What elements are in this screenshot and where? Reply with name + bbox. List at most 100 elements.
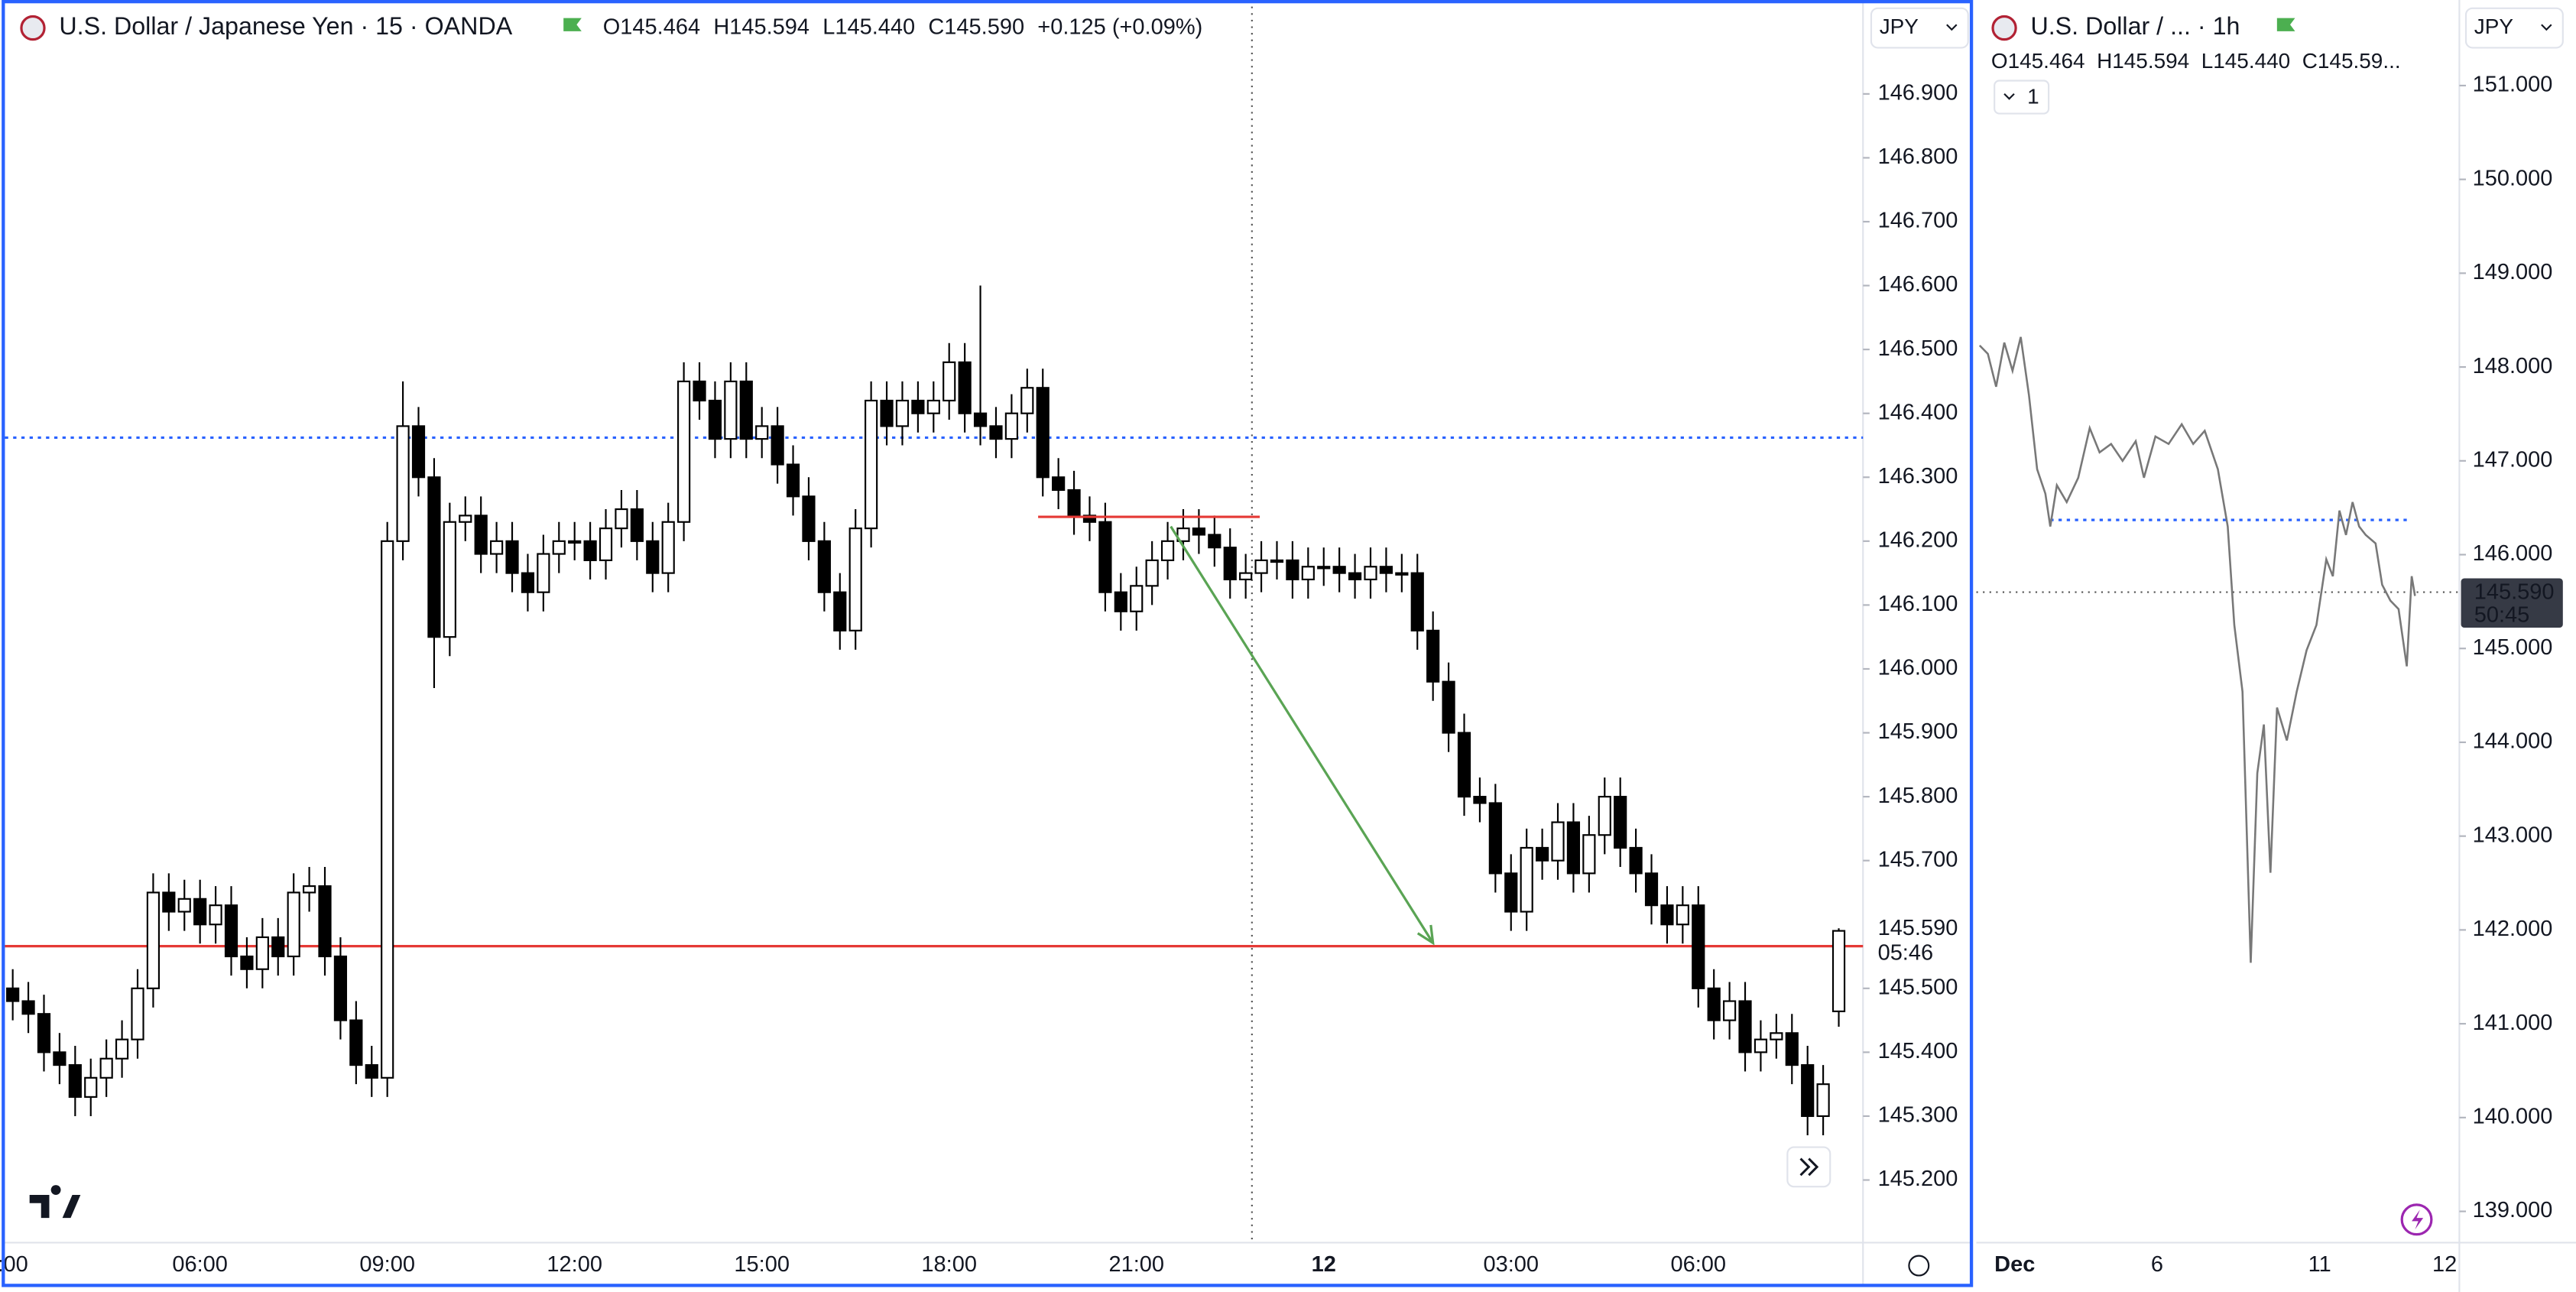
candle-body (333, 955, 348, 1021)
y-tick-label: 145.800 (1878, 784, 1958, 808)
candle-body (381, 540, 394, 1079)
candle-body (1082, 515, 1097, 523)
candle-body (537, 553, 550, 593)
candle-body (1160, 540, 1175, 561)
y-tick-label: 146.400 (1878, 400, 1958, 424)
y-tick-label: 141.000 (2473, 1011, 2553, 1035)
chevron (2541, 24, 2552, 31)
candle-body (833, 591, 847, 631)
candle-body (411, 425, 426, 479)
x-tick-label: 06:00 (1670, 1252, 1726, 1277)
symbol-icon[interactable] (1991, 15, 2017, 41)
lightning-button[interactable] (2400, 1203, 2433, 1236)
legend-change: +0.125 (+0.09%) (1037, 15, 1202, 39)
indicator-count[interactable]: 1 (2027, 84, 2039, 108)
candle-body (1504, 872, 1518, 913)
candle-body (240, 955, 254, 970)
legend-open: O145.464 (603, 15, 700, 39)
candle-body (459, 515, 472, 523)
candle-body (224, 904, 238, 958)
logo-shape (29, 1185, 81, 1219)
x-tick-label: 18:00 (921, 1252, 977, 1277)
candle-body (177, 898, 191, 913)
x-tick-label: 12 (2432, 1252, 2457, 1277)
y-tick-label: 149.000 (2473, 260, 2553, 284)
candle-body (646, 540, 660, 574)
candle-body (1317, 566, 1331, 570)
tradingview-logo[interactable] (29, 1185, 81, 1219)
arrow-head (1416, 924, 1435, 946)
symbol-title[interactable]: U.S. Dollar / Japanese Yen · 15 · OANDA (59, 12, 512, 40)
y-tick-label: 147.000 (2473, 447, 2553, 472)
candle-body (302, 885, 316, 894)
candle-body (739, 380, 753, 440)
flag-icon[interactable] (563, 18, 582, 31)
y-tick-label: 146.200 (1878, 528, 1958, 552)
y-tick-label: 145.900 (1878, 719, 1958, 744)
currency-button[interactable] (2464, 7, 2564, 49)
candle-body (1535, 846, 1549, 862)
candle-body (318, 885, 332, 958)
candle-body (615, 508, 628, 530)
candle-body (193, 898, 207, 926)
scroll-icon (1799, 1157, 1819, 1177)
currency-label[interactable]: JPY (1880, 15, 1919, 38)
candle-body (630, 508, 644, 542)
y-tick-label: 144.000 (2473, 729, 2553, 754)
candle-body (1566, 821, 1581, 875)
candle-body (677, 380, 691, 523)
countdown: 05:46 (1878, 940, 1934, 965)
candle-body (1644, 872, 1659, 907)
y-tick-label: 145.700 (1878, 847, 1958, 872)
candle-body (287, 891, 300, 958)
legend-high: H145.594 (713, 15, 809, 39)
candle-body (552, 540, 566, 555)
y-tick-label: 146.500 (1878, 336, 1958, 361)
candle-body (1816, 1083, 1830, 1118)
settings-button[interactable] (1908, 1255, 1930, 1277)
collapse-button[interactable] (1994, 80, 2050, 115)
flag-icon[interactable] (2276, 18, 2295, 31)
candle-body (1629, 846, 1643, 875)
candle-body (1145, 559, 1159, 587)
candle-body (1614, 796, 1627, 849)
x-tick-label: 15:00 (734, 1252, 790, 1277)
countdown: 50:45 (2474, 603, 2530, 628)
candle-body (365, 1064, 378, 1079)
y-tick-label: 145.400 (1878, 1039, 1958, 1063)
candle-body (443, 521, 456, 638)
currency-button[interactable] (1870, 7, 1969, 49)
y-tick-label: 148.000 (2473, 354, 2553, 378)
candle-body (490, 540, 504, 555)
candle-body (1004, 412, 1018, 440)
candle-body (771, 425, 784, 466)
candle-body (802, 495, 816, 542)
candle-body (568, 540, 582, 544)
symbol-title[interactable]: U.S. Dollar / ... · 1h (2030, 12, 2240, 40)
candle-body (895, 399, 910, 427)
candle-body (1052, 476, 1066, 492)
candle-body (989, 425, 1003, 440)
candle-body (973, 412, 988, 427)
candle-body (693, 380, 706, 402)
y-tick-label: 145.300 (1878, 1103, 1958, 1128)
price-line (1978, 336, 2416, 963)
y-tick-label: 145.200 (1878, 1167, 1958, 1191)
candle-body (1723, 1000, 1737, 1021)
symbol-icon[interactable] (20, 15, 46, 41)
candle-body (724, 380, 738, 440)
candle-body (521, 572, 535, 593)
x-tick-label: 11 (2308, 1252, 2331, 1277)
candle-body (1364, 566, 1377, 581)
currency-label[interactable]: JPY (2474, 15, 2514, 38)
y-tick-label: 146.000 (1878, 656, 1958, 680)
candle-body (115, 1038, 129, 1060)
chevron (1946, 24, 1958, 31)
candle-body (1831, 930, 1846, 1012)
candle-body (271, 936, 285, 958)
candle-body (1473, 796, 1487, 804)
candle-body (1301, 566, 1315, 581)
candle-body (661, 521, 675, 574)
